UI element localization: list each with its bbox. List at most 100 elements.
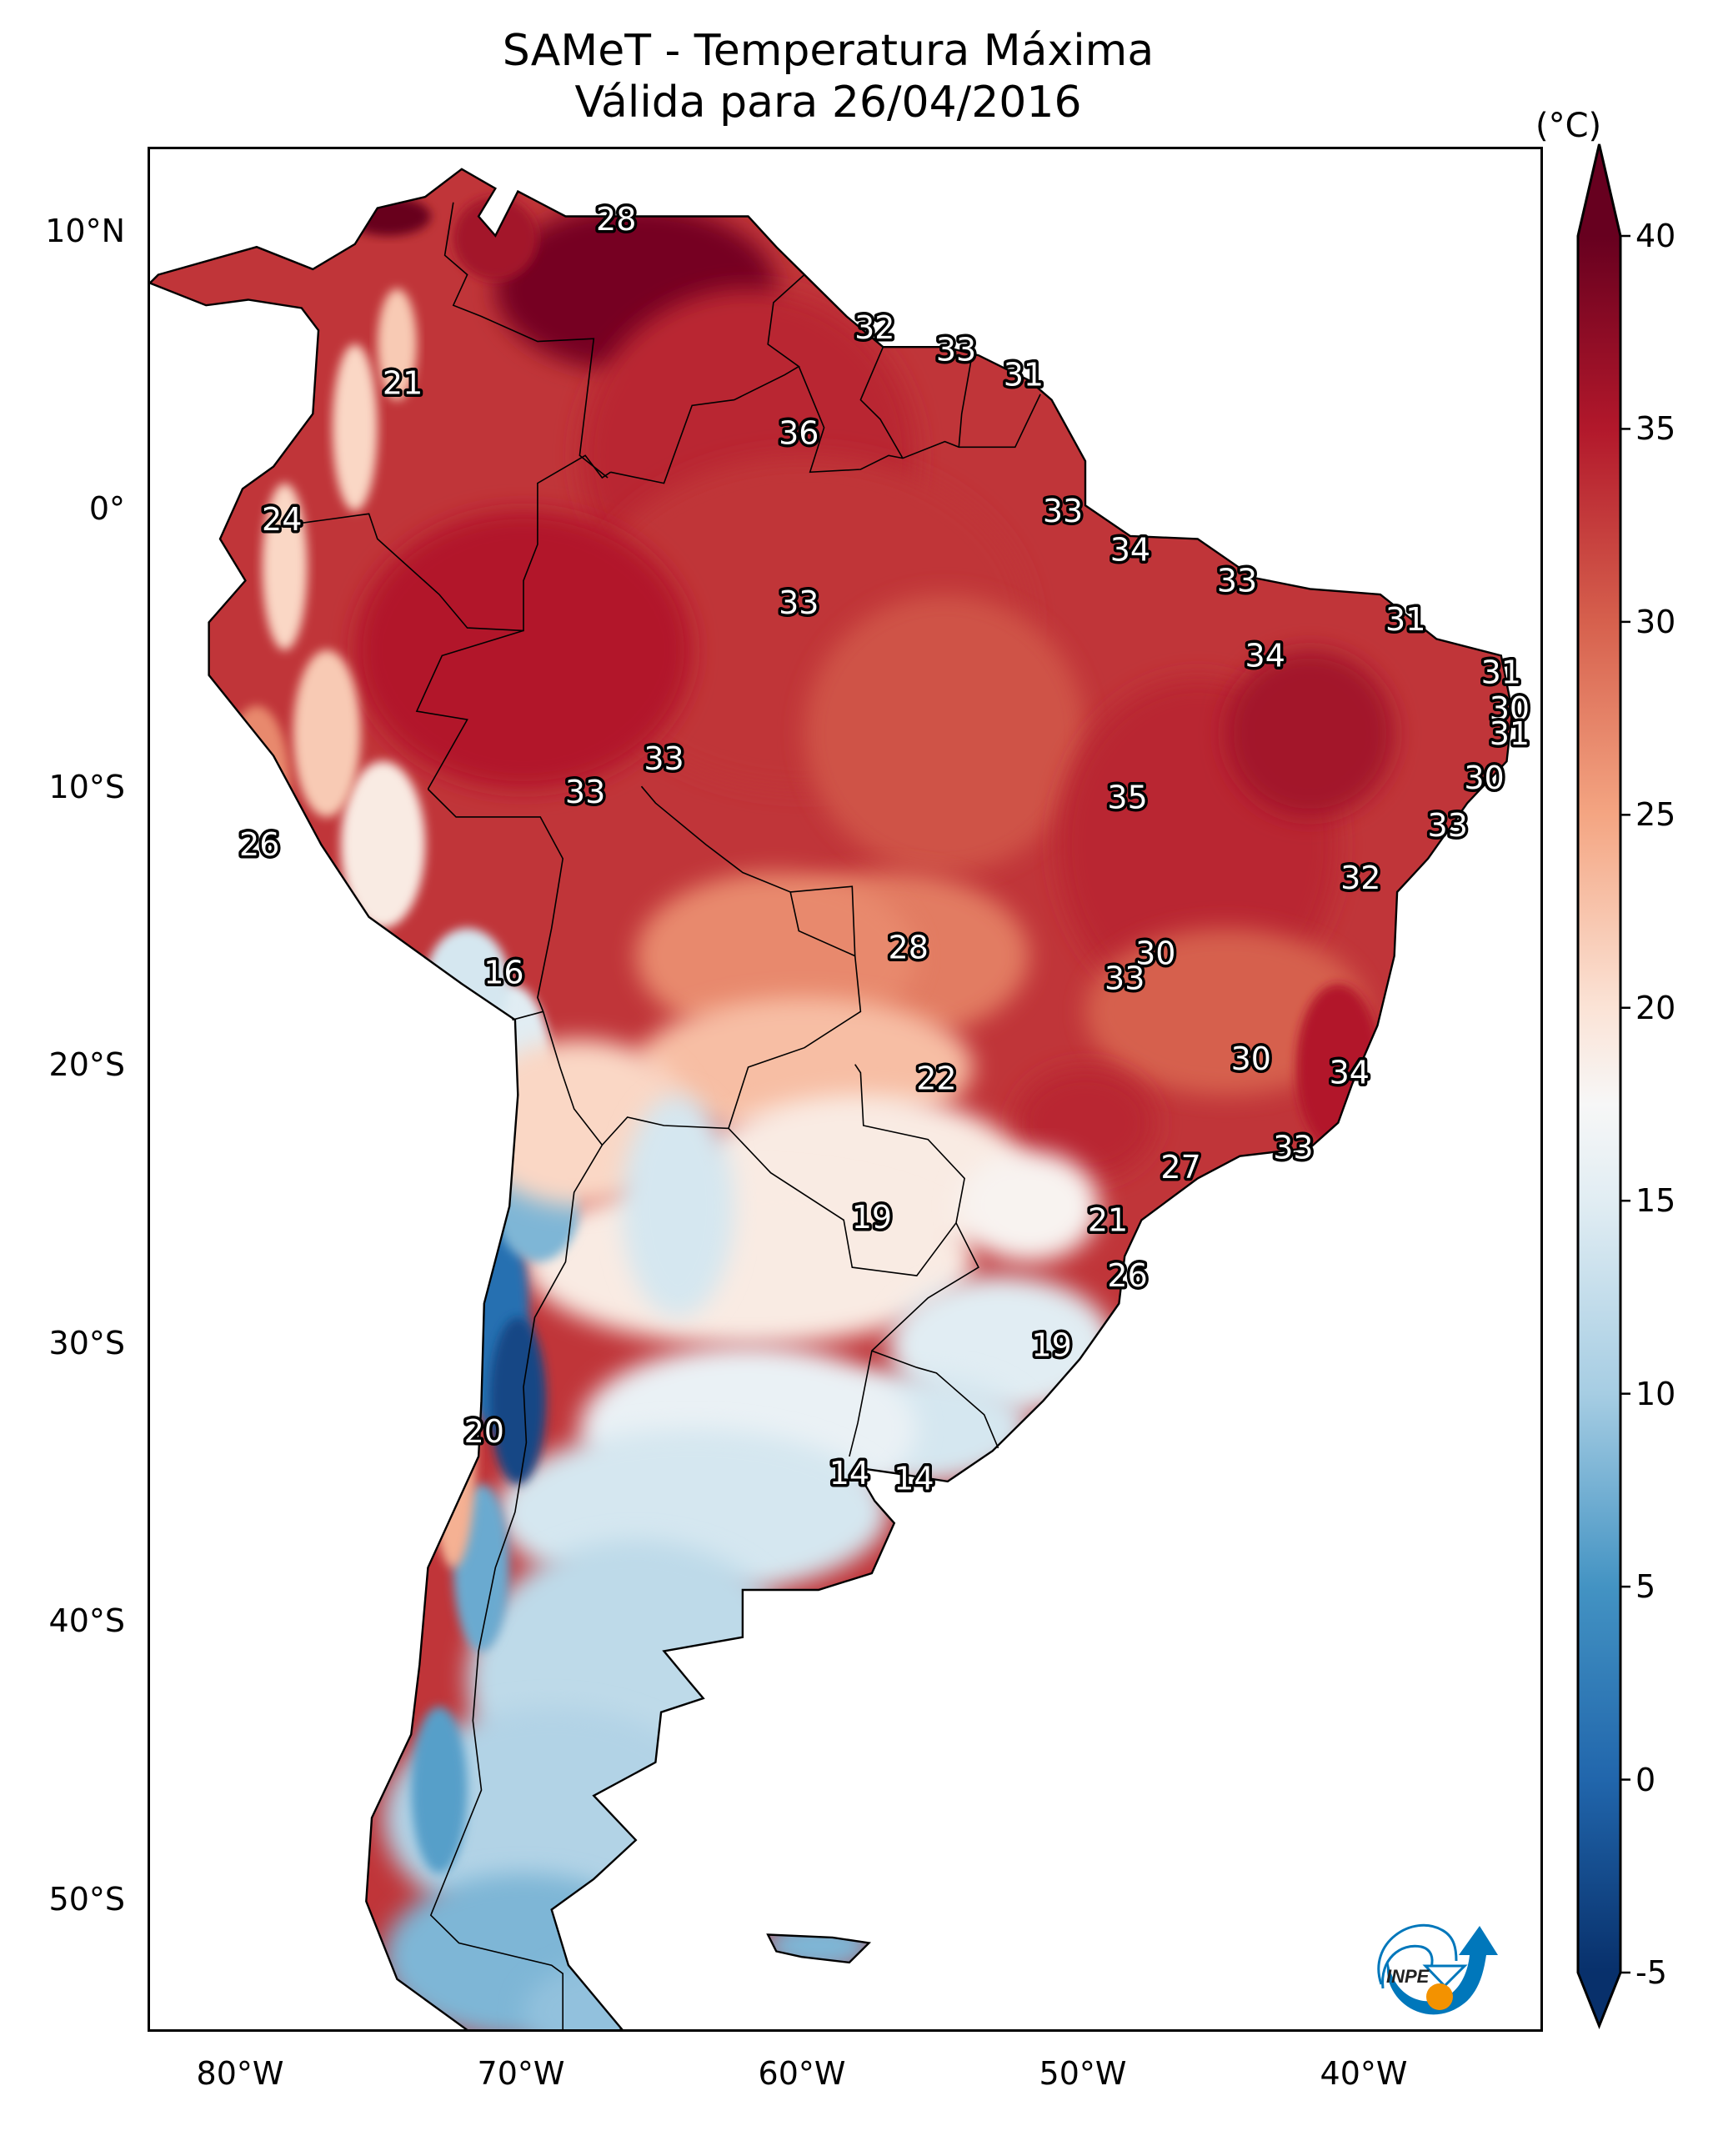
colorbar-tick-label: 15 bbox=[1635, 1182, 1676, 1220]
station-temperature-label: 33 bbox=[1104, 960, 1144, 996]
station-temperature-label: 26 bbox=[239, 826, 279, 863]
field-region bbox=[1085, 928, 1366, 1096]
station-temperature-label: 34 bbox=[1110, 532, 1150, 569]
inpe-logo-arrowhead bbox=[1422, 1964, 1468, 1988]
latitude-tick-label: 30°S bbox=[48, 1324, 125, 1361]
colorbar bbox=[1576, 143, 1630, 2030]
station-temperature-label: 36 bbox=[779, 415, 819, 452]
field-region bbox=[635, 872, 917, 1040]
field-region bbox=[340, 761, 426, 929]
inpe-logo-sun bbox=[1426, 1983, 1453, 2010]
country-border bbox=[287, 454, 611, 632]
colorbar-tick-label: 10 bbox=[1635, 1375, 1676, 1412]
colorbar-tick-label: 30 bbox=[1635, 603, 1676, 640]
field-region bbox=[293, 649, 361, 817]
station-temperature-label: 34 bbox=[1330, 1055, 1370, 1091]
field-region bbox=[262, 483, 308, 650]
longitude-tick-label: 70°W bbox=[477, 2055, 565, 2092]
field-region bbox=[377, 288, 417, 400]
country-border bbox=[610, 273, 805, 484]
field-region bbox=[762, 1918, 875, 1974]
station-temperature-label: 16 bbox=[483, 955, 523, 991]
country-border bbox=[859, 346, 904, 459]
station-temperature-label: 33 bbox=[565, 774, 605, 810]
colorbar-tick-label: 40 bbox=[1635, 218, 1676, 254]
field-region bbox=[1225, 649, 1395, 817]
field-region bbox=[804, 594, 1085, 873]
country-border bbox=[443, 202, 609, 479]
station-temperature-label: 21 bbox=[1088, 1201, 1128, 1238]
station-temperature-label: 19 bbox=[852, 1199, 892, 1236]
colorbar-tick-label: -5 bbox=[1635, 1954, 1667, 1991]
longitude-tick-label: 50°W bbox=[1039, 2055, 1127, 2092]
station-temperature-label: 33 bbox=[1428, 807, 1468, 844]
country-border bbox=[849, 1222, 979, 1457]
latitude-tick-label: 10°S bbox=[48, 768, 125, 805]
longitude-tick-label: 80°W bbox=[196, 2055, 284, 2092]
country-border bbox=[790, 885, 856, 956]
station-temperature-label: 22 bbox=[916, 1060, 956, 1096]
station-temperature-label: 28 bbox=[596, 201, 636, 238]
colorbar-tick-label: 5 bbox=[1635, 1568, 1656, 1606]
station-temperature-label: 14 bbox=[829, 1455, 869, 1492]
colorbar-extend-max bbox=[1578, 144, 1620, 236]
station-temperature-label: 32 bbox=[1340, 860, 1380, 896]
field-region bbox=[346, 197, 431, 236]
map-panel: 28 21 24 36 32 33 31 33 34 33 33 31 34 31 30 31 30 33 33 35… bbox=[148, 147, 1543, 2032]
field-region bbox=[411, 1707, 468, 1874]
latitude-tick-label: 20°S bbox=[48, 1046, 125, 1083]
chart-title-line1: SAMeT - Temperatura Máxima bbox=[502, 26, 1155, 76]
colorbar-tick-label: 0 bbox=[1635, 1761, 1656, 1798]
latitude-tick-label: 50°S bbox=[48, 1880, 125, 1918]
field-region bbox=[489, 1317, 546, 1485]
station-temperature-label: 30 bbox=[1490, 690, 1530, 727]
country-border bbox=[798, 366, 1041, 474]
station-temperature-label: 33 bbox=[1043, 493, 1083, 529]
inpe-logo: INPE bbox=[1377, 1923, 1498, 2015]
colorbar-unit-label: (°C) bbox=[1535, 107, 1602, 145]
field-region bbox=[453, 197, 538, 281]
station-temperature-label: 14 bbox=[894, 1461, 934, 1497]
inpe-logo-text: INPE bbox=[1386, 1966, 1430, 1987]
station-temperature-label: 32 bbox=[854, 309, 894, 346]
station-temperature-label: 31 bbox=[1481, 654, 1521, 690]
station-temperature-label: 35 bbox=[1107, 780, 1147, 816]
station-temperature-label: 24 bbox=[262, 501, 302, 538]
colorbar-extend-min bbox=[1578, 1973, 1620, 2026]
country-border bbox=[415, 629, 524, 790]
station-temperature-label: 28 bbox=[889, 930, 929, 966]
station-temperature-label: 33 bbox=[644, 740, 684, 777]
station-temperature-label: 30 bbox=[1231, 1040, 1271, 1077]
station-temperature-label: 20 bbox=[464, 1413, 504, 1450]
field-region bbox=[430, 1345, 476, 1568]
station-temperature-label: 30 bbox=[1135, 935, 1175, 971]
field-region bbox=[622, 1095, 734, 1318]
station-temperature-label: 31 bbox=[1004, 357, 1044, 394]
country-borders bbox=[150, 168, 1514, 2029]
inpe-logo-swoosh bbox=[1386, 1926, 1498, 2015]
station-temperature-label: 33 bbox=[936, 332, 976, 369]
station-temperature-label: 31 bbox=[1490, 715, 1530, 752]
country-border bbox=[427, 785, 862, 1146]
station-temperature-label: 27 bbox=[1160, 1149, 1200, 1186]
colorbar-tick-label: 25 bbox=[1635, 796, 1676, 834]
field-region bbox=[354, 511, 693, 790]
station-temperature-label: 19 bbox=[1031, 1327, 1071, 1364]
colorbar-tick-label: 20 bbox=[1635, 989, 1676, 1026]
station-temperature-label: 31 bbox=[1385, 601, 1425, 638]
station-temperature-label: 26 bbox=[1107, 1257, 1147, 1294]
longitude-tick-label: 40°W bbox=[1320, 2055, 1408, 2092]
country-border bbox=[512, 1010, 543, 1021]
inpe-logo-arc-inner bbox=[1381, 1944, 1434, 1989]
station-temperature-label: 30 bbox=[1464, 760, 1504, 796]
latitude-tick-label: 10°N bbox=[45, 212, 125, 249]
chart-title-line2: Válida para 26/04/2016 bbox=[574, 78, 1082, 128]
longitude-tick-label: 60°W bbox=[758, 2055, 846, 2092]
latitude-tick-label: 40°S bbox=[48, 1602, 125, 1639]
coastline bbox=[150, 168, 1514, 2029]
station-temperature-label: 33 bbox=[1217, 562, 1257, 599]
colorbar-gradient bbox=[1578, 236, 1620, 1973]
field-region bbox=[332, 343, 378, 511]
